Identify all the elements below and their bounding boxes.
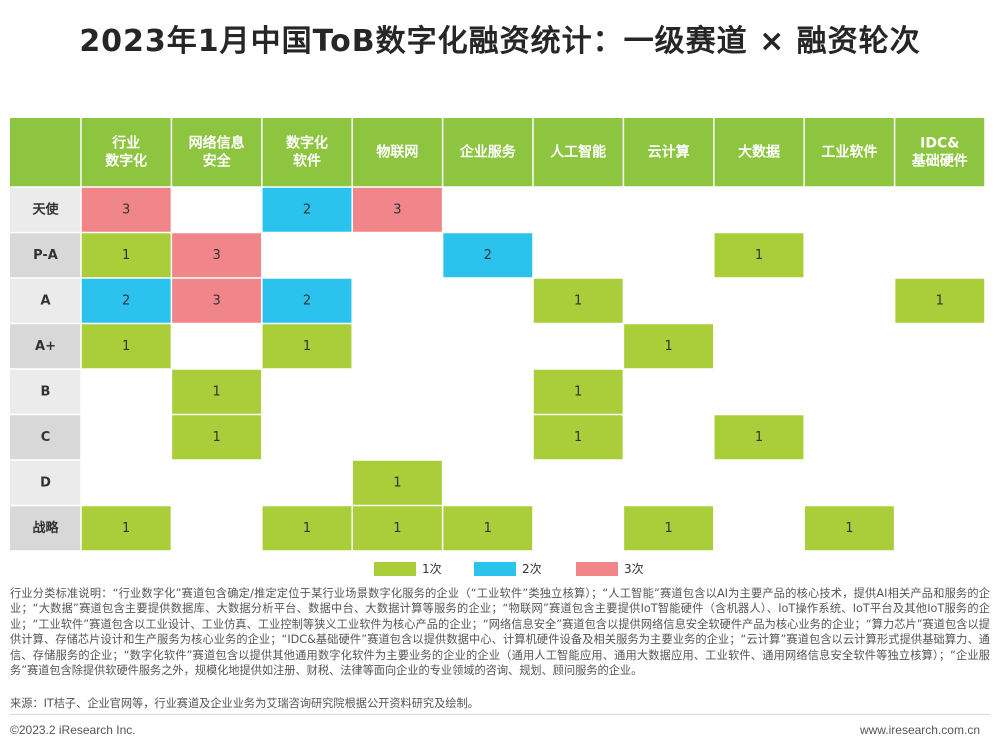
legend: 1次 2次 3次 bbox=[0, 561, 1000, 579]
cell-0-3 bbox=[352, 187, 443, 233]
cell-value-5-1: 1 bbox=[212, 430, 220, 445]
cell-2-9 bbox=[894, 278, 985, 324]
cell-5-7 bbox=[713, 414, 805, 460]
cell-2-1 bbox=[171, 278, 262, 324]
row-label-0: 天使 bbox=[32, 201, 59, 217]
column-header-0-line-0: 行业 bbox=[111, 135, 140, 152]
header-band bbox=[10, 118, 985, 187]
legend-swatch-round2 bbox=[474, 562, 516, 576]
cell-7-6 bbox=[623, 505, 714, 551]
row-label-1: P-A bbox=[33, 248, 58, 263]
cell-value-4-5: 1 bbox=[574, 384, 582, 399]
cell-1-1 bbox=[171, 232, 262, 278]
column-header-6-line-0: 云计算 bbox=[648, 144, 690, 161]
cell-0-0 bbox=[81, 187, 172, 233]
cell-value-7-6: 1 bbox=[664, 521, 672, 536]
cell-value-3-2: 1 bbox=[303, 339, 311, 354]
cell-value-4-1: 1 bbox=[212, 384, 220, 399]
cell-value-5-5: 1 bbox=[574, 430, 582, 445]
website-text: www.iresearch.com.cn bbox=[859, 723, 980, 737]
cell-value-7-3: 1 bbox=[393, 521, 401, 536]
cell-value-7-2: 1 bbox=[303, 521, 311, 536]
cell-5-1 bbox=[171, 414, 262, 460]
cell-7-0 bbox=[81, 505, 172, 551]
cell-value-7-4: 1 bbox=[484, 521, 492, 536]
cell-value-2-2: 2 bbox=[303, 293, 311, 308]
column-header-9-line-0: IDC& bbox=[920, 136, 959, 152]
classification-note: 行业分类标准说明：“行业数字化”赛道包含确定/推定定位于某行业场景数字化服务的企… bbox=[10, 587, 990, 678]
row-label-bg-2 bbox=[10, 278, 81, 324]
row-label-bg-4 bbox=[10, 369, 81, 415]
legend-swatch-round1 bbox=[374, 562, 416, 576]
cell-2-5 bbox=[533, 278, 624, 324]
column-header-1-line-1: 安全 bbox=[203, 153, 232, 170]
cell-value-7-0: 1 bbox=[122, 521, 130, 536]
cell-1-4 bbox=[442, 232, 533, 278]
row-label-bg-6 bbox=[10, 460, 81, 506]
row-label-bg-7 bbox=[10, 505, 81, 551]
cell-value-1-4: 2 bbox=[484, 248, 492, 263]
cell-value-1-1: 3 bbox=[212, 248, 220, 263]
row-label-bg-1 bbox=[10, 232, 81, 278]
cell-7-3 bbox=[352, 505, 443, 551]
column-header-1-line-0: 网络信息 bbox=[189, 135, 245, 152]
cell-value-0-2: 2 bbox=[303, 202, 311, 217]
cell-2-2 bbox=[261, 278, 353, 324]
footer-divider bbox=[10, 714, 990, 715]
cell-0-2 bbox=[261, 187, 353, 233]
legend-label-round2: 2次 bbox=[522, 562, 542, 576]
cell-value-1-0: 1 bbox=[122, 248, 130, 263]
row-label-5: C bbox=[41, 430, 51, 445]
row-label-4: B bbox=[41, 384, 51, 399]
cell-3-0 bbox=[81, 323, 172, 369]
column-header-0-line-1: 数字化 bbox=[105, 153, 147, 170]
cell-1-7 bbox=[713, 232, 805, 278]
row-label-7: 战略 bbox=[32, 520, 59, 536]
column-header-5-line-0: 人工智能 bbox=[550, 144, 606, 161]
cell-value-2-0: 2 bbox=[122, 293, 130, 308]
cell-2-0 bbox=[81, 278, 172, 324]
cell-value-2-1: 3 bbox=[212, 293, 220, 308]
row-label-bg-3 bbox=[10, 323, 81, 369]
legend-swatch-round3 bbox=[576, 562, 618, 576]
cell-value-0-0: 3 bbox=[122, 202, 130, 217]
legend-label-round1: 1次 bbox=[422, 562, 442, 576]
row-label-bg-5 bbox=[10, 414, 81, 460]
legend-label-round3: 3次 bbox=[624, 562, 644, 576]
cell-value-5-7: 1 bbox=[755, 430, 763, 445]
chart-title: 2023年1月中国ToB数字化融资统计：一级赛道 × 融资轮次 bbox=[79, 24, 921, 59]
cell-6-3 bbox=[352, 460, 443, 506]
column-header-2-line-0: 数字化 bbox=[286, 135, 328, 152]
row-label-6: D bbox=[40, 475, 51, 490]
column-header-3-line-0: 物联网 bbox=[376, 144, 418, 161]
cell-value-3-6: 1 bbox=[664, 339, 672, 354]
column-header-4-line-0: 企业服务 bbox=[459, 144, 517, 161]
cell-3-2 bbox=[261, 323, 353, 369]
cell-value-2-5: 1 bbox=[574, 293, 582, 308]
cell-value-3-0: 1 bbox=[122, 339, 130, 354]
row-label-bg-0 bbox=[10, 187, 81, 233]
row-label-3: A+ bbox=[35, 339, 56, 354]
cell-3-6 bbox=[623, 323, 714, 369]
cell-4-1 bbox=[171, 369, 262, 415]
cell-1-0 bbox=[81, 232, 172, 278]
cell-value-6-3: 1 bbox=[393, 475, 401, 490]
cell-7-4 bbox=[442, 505, 533, 551]
row-label-2: A bbox=[40, 293, 50, 308]
cell-value-1-7: 1 bbox=[755, 248, 763, 263]
source-note: 来源：IT桔子、企业官网等，行业赛道及企业业务为艾瑞咨询研究院根据公开资料研究及… bbox=[10, 697, 479, 710]
column-header-7-line-0: 大数据 bbox=[738, 144, 780, 161]
cell-7-2 bbox=[261, 505, 353, 551]
cell-4-5 bbox=[533, 369, 624, 415]
column-header-2-line-1: 软件 bbox=[293, 153, 321, 170]
cell-value-7-8: 1 bbox=[845, 521, 853, 536]
cell-7-8 bbox=[804, 505, 895, 551]
cell-value-2-9: 1 bbox=[936, 293, 944, 308]
copyright-text: ©2023.2 iResearch Inc. bbox=[10, 723, 136, 737]
cell-value-0-3: 3 bbox=[393, 202, 401, 217]
column-header-8-line-0: 工业软件 bbox=[821, 144, 877, 161]
column-header-9-line-1: 基础硬件 bbox=[912, 153, 968, 170]
cell-5-5 bbox=[533, 414, 624, 460]
